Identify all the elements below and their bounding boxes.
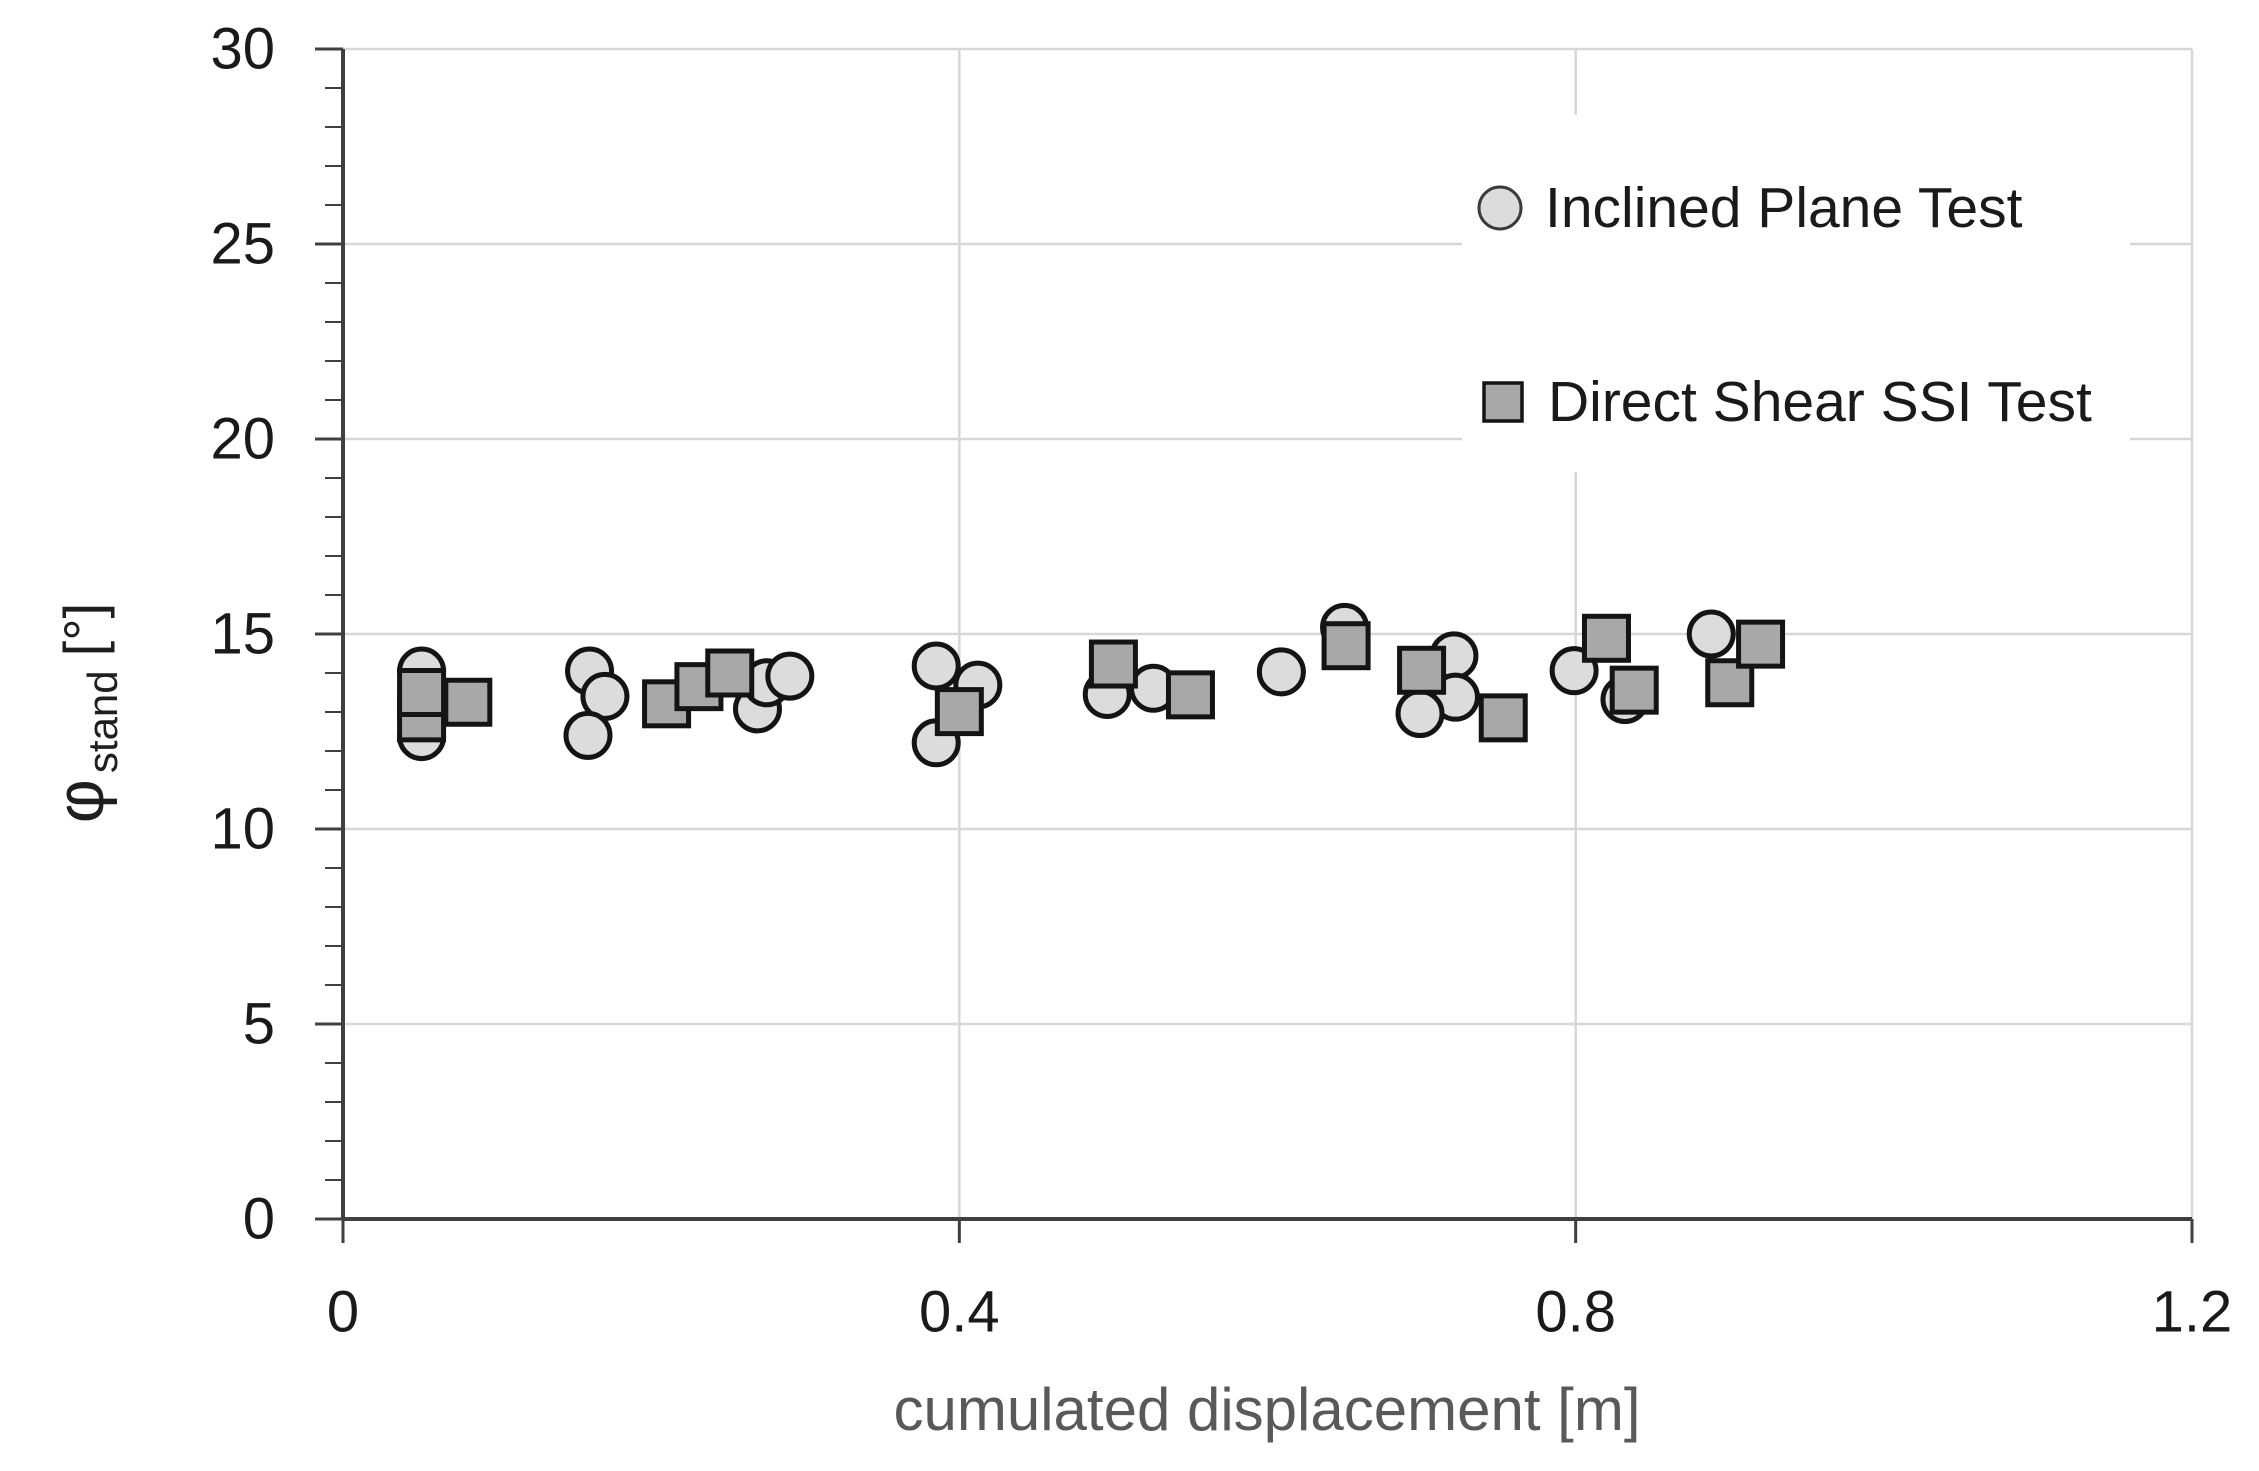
legend-box	[1462, 115, 2130, 472]
data-point-square	[397, 668, 447, 717]
data-point-square	[1581, 613, 1631, 663]
y-tick-label: 25	[210, 212, 275, 277]
data-point-circle	[1686, 609, 1736, 659]
y-tick-label: 15	[210, 602, 275, 667]
y-tick-label: 10	[210, 797, 275, 862]
x-tick-label: 0.4	[919, 1280, 1000, 1345]
x-tick-label: 0	[327, 1280, 359, 1345]
data-point-square	[934, 687, 984, 737]
data-point-circle	[563, 710, 613, 760]
x-axis-title: cumulated displacement [m]	[893, 1376, 1641, 1443]
data-point-square	[1165, 670, 1215, 720]
x-tick-label: 1.2	[2152, 1280, 2233, 1345]
data-point-circle	[1256, 647, 1306, 697]
y-axis-title: φ stand [°]	[34, 463, 126, 963]
data-point-circle	[911, 641, 961, 691]
data-point-circle	[765, 651, 815, 701]
data-point-square	[1088, 639, 1138, 689]
y-tick-label: 0	[243, 1187, 275, 1252]
data-point-square	[1478, 693, 1528, 743]
y-tick-label: 30	[210, 17, 275, 82]
data-point-square	[1609, 665, 1659, 715]
legend-label-inclined-plane-test: Inclined Plane Test	[1545, 176, 2023, 240]
data-point-square	[705, 648, 755, 698]
y-axis-unit: [°]	[52, 602, 115, 657]
data-point-square	[1736, 619, 1786, 669]
data-point-square	[443, 677, 493, 727]
legend-circle-marker-icon	[1477, 185, 1523, 231]
y-tick-label: 5	[243, 992, 275, 1057]
y-tick-label: 20	[210, 407, 275, 472]
x-tick-label: 0.8	[1535, 1280, 1616, 1345]
data-point-circle	[1395, 689, 1445, 739]
y-axis-symbol: φ	[42, 779, 118, 824]
legend-square-marker-icon	[1482, 381, 1524, 423]
data-point-square	[1321, 621, 1371, 671]
y-axis-subscript: stand	[79, 670, 126, 774]
data-point-square	[1397, 645, 1447, 695]
legend-label-direct-shear-ssi-test: Direct Shear SSI Test	[1548, 370, 2092, 434]
